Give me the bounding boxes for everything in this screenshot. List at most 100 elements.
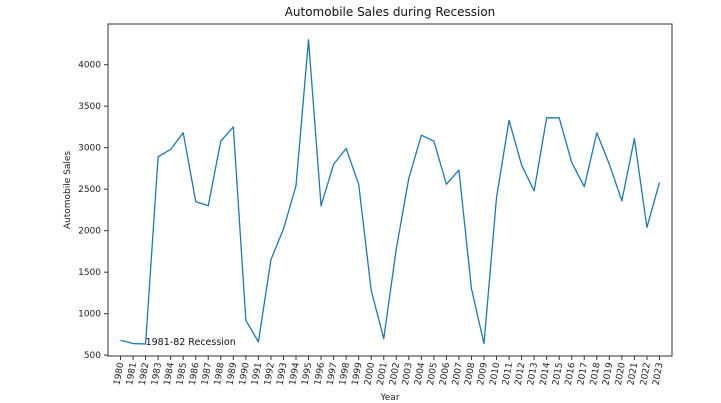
data-point-1989 [232, 126, 234, 128]
x-tick-label: 2007 [451, 362, 465, 386]
data-point-2021 [633, 138, 635, 140]
x-tick-label: 1991 [251, 362, 265, 386]
x-tick-label: 1981 [125, 362, 139, 386]
x-tick-label: 2005 [426, 362, 440, 386]
y-axis: 500 1000 1500 2000 2500 3000 3500 4000 [78, 61, 108, 361]
x-tick-label: 2003 [401, 362, 415, 386]
x-tick-label: 2012 [514, 362, 528, 386]
annotations: 1981-82 Recession [146, 337, 236, 348]
data-points [120, 39, 661, 345]
data-point-1995 [308, 39, 310, 41]
x-tick-label: 1998 [338, 362, 352, 387]
y-axis-label: Automobile Sales [63, 151, 73, 230]
data-point-2020 [621, 200, 623, 202]
x-tick-label: 1990 [238, 362, 252, 387]
data-point-1987 [207, 205, 209, 207]
data-point-2002 [395, 248, 397, 250]
x-tick-label: 1982 [138, 362, 152, 386]
data-point-2016 [571, 162, 573, 164]
recession-annotation: 1981-82 Recession [146, 337, 236, 348]
data-point-2000 [370, 289, 372, 291]
x-tick-label: 2000 [363, 362, 377, 387]
x-tick-label: 1992 [263, 362, 277, 386]
x-tick-label: 2016 [564, 362, 578, 387]
data-point-2004 [420, 134, 422, 136]
y-tick-label: 3500 [78, 102, 101, 112]
y-tick-label: 3000 [78, 144, 101, 154]
data-point-2019 [608, 163, 610, 165]
y-tick-label: 1000 [78, 310, 101, 320]
x-tick-label: 2001 [376, 362, 390, 386]
x-tick-label: 1989 [225, 362, 239, 387]
series-line [120, 39, 661, 345]
data-point-1994 [295, 185, 297, 187]
x-tick-label: 1999 [351, 362, 365, 387]
data-point-1992 [270, 259, 272, 261]
data-point-1996 [320, 205, 322, 207]
y-tick-label: 1500 [78, 268, 101, 278]
chart-title: Automobile Sales during Recession [285, 5, 496, 19]
data-point-2011 [508, 119, 510, 121]
data-point-1998 [345, 148, 347, 150]
x-tick-label: 1983 [150, 362, 164, 386]
x-tick-label: 2015 [551, 362, 565, 386]
x-tick-label: 1986 [188, 362, 202, 387]
y-tick-label: 4000 [78, 61, 101, 71]
data-point-1986 [195, 201, 197, 203]
x-tick-label: 2022 [639, 362, 653, 386]
data-point-1999 [358, 183, 360, 185]
data-point-2008 [470, 288, 472, 290]
x-tick-label: 2019 [601, 362, 615, 387]
x-axis-label: Year [379, 393, 399, 403]
x-tick-label: 2014 [539, 362, 553, 387]
x-tick-label: 1984 [163, 362, 177, 387]
x-tick-label: 2017 [576, 362, 590, 386]
x-tick-label: 2023 [652, 362, 666, 386]
x-tick-label: 2018 [589, 362, 603, 387]
data-point-2013 [533, 190, 535, 192]
x-axis: 1980198119821983198419851986198719881989… [113, 356, 666, 387]
x-tick-label: 2004 [413, 362, 427, 387]
data-point-2001 [383, 338, 385, 340]
data-point-2009 [483, 343, 485, 345]
data-point-1991 [257, 341, 259, 343]
data-point-2010 [496, 196, 498, 198]
data-point-2023 [658, 182, 660, 184]
data-point-1990 [245, 319, 247, 321]
x-tick-label: 2020 [614, 362, 628, 387]
x-tick-label: 1996 [313, 362, 327, 387]
x-tick-label: 2008 [464, 362, 478, 387]
x-tick-label: 2009 [476, 362, 490, 387]
x-tick-label: 1988 [213, 362, 227, 387]
x-tick-label: 2002 [388, 362, 402, 386]
plot-area [107, 23, 673, 357]
data-point-2006 [445, 183, 447, 185]
x-tick-label: 2006 [439, 362, 453, 387]
data-point-1988 [220, 140, 222, 142]
x-tick-label: 2011 [501, 362, 515, 386]
x-tick-label: 1994 [288, 362, 302, 387]
x-tick-label: 2021 [627, 362, 641, 386]
data-point-1983 [157, 156, 159, 158]
data-point-2012 [521, 164, 523, 166]
data-point-1981 [132, 343, 134, 345]
data-point-1997 [333, 163, 335, 165]
data-point-2018 [596, 132, 598, 134]
data-point-1993 [282, 228, 284, 230]
data-point-2005 [433, 140, 435, 142]
data-point-2017 [583, 186, 585, 188]
data-point-2014 [546, 117, 548, 119]
x-tick-label: 2013 [526, 362, 540, 386]
x-tick-label: 1997 [326, 362, 340, 386]
y-tick-label: 500 [84, 351, 101, 361]
y-tick-label: 2000 [78, 227, 101, 237]
data-point-1984 [170, 148, 172, 150]
x-tick-label: 1985 [175, 362, 189, 386]
x-tick-label: 1995 [301, 362, 315, 386]
data-point-2015 [558, 117, 560, 119]
y-tick-label: 2500 [78, 185, 101, 195]
data-point-2003 [408, 177, 410, 179]
data-point-2007 [458, 169, 460, 171]
data-point-1980 [120, 339, 122, 341]
